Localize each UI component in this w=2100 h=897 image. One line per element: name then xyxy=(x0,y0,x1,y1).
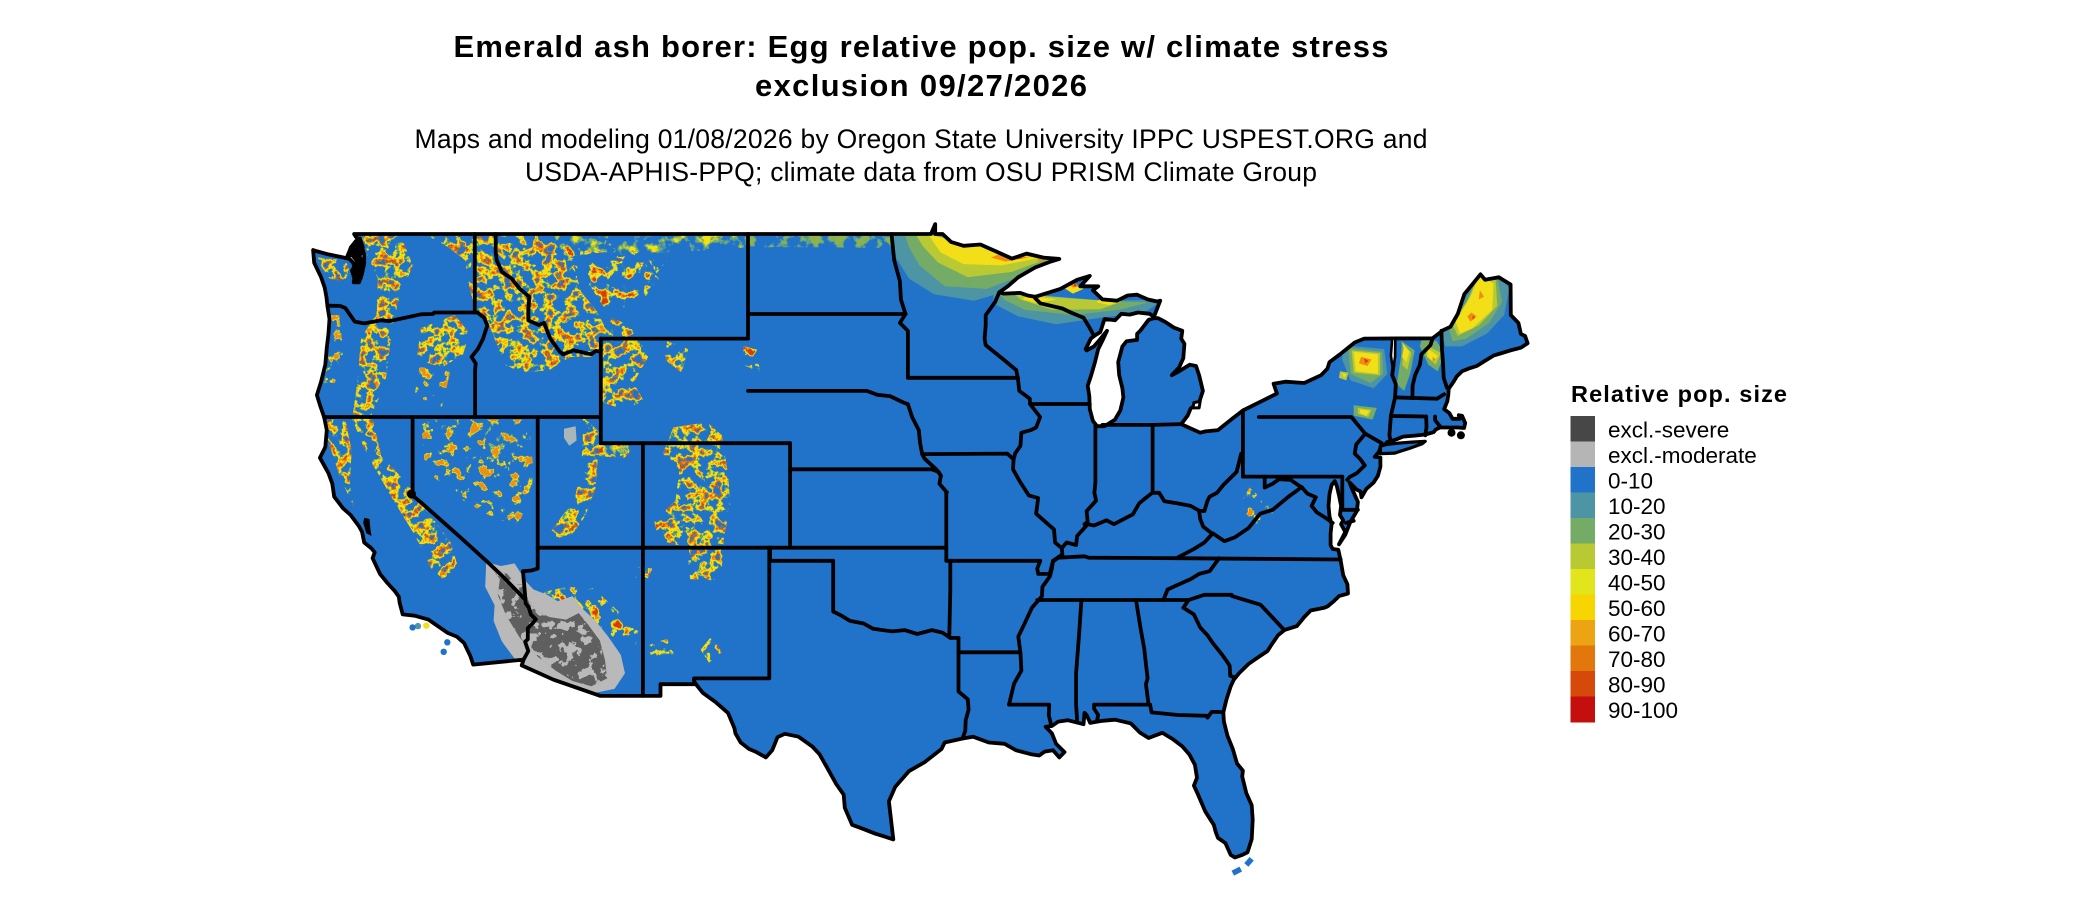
svg-text:Maps and modeling 01/08/2026 b: Maps and modeling 01/08/2026 by Oregon S… xyxy=(415,124,1428,154)
svg-text:Relative pop. size: Relative pop. size xyxy=(1571,381,1787,407)
svg-text:20-30: 20-30 xyxy=(1608,519,1666,544)
svg-text:80-90: 80-90 xyxy=(1608,672,1666,697)
svg-text:USDA-APHIS-PPQ; climate data f: USDA-APHIS-PPQ; climate data from OSU PR… xyxy=(525,157,1317,187)
svg-text:excl.-severe: excl.-severe xyxy=(1608,417,1729,442)
svg-text:90-100: 90-100 xyxy=(1608,698,1678,723)
svg-text:Emerald ash borer: Egg relativ: Emerald ash borer: Egg relative pop. siz… xyxy=(454,29,1389,64)
svg-text:40-50: 40-50 xyxy=(1608,570,1666,595)
svg-text:70-80: 70-80 xyxy=(1608,647,1666,672)
svg-text:50-60: 50-60 xyxy=(1608,596,1666,621)
svg-text:0-10: 0-10 xyxy=(1608,468,1653,493)
svg-text:10-20: 10-20 xyxy=(1608,494,1666,519)
svg-text:60-70: 60-70 xyxy=(1608,621,1666,646)
svg-text:excl.-moderate: excl.-moderate xyxy=(1608,443,1757,468)
svg-text:30-40: 30-40 xyxy=(1608,545,1666,570)
svg-text:exclusion 09/27/2026: exclusion 09/27/2026 xyxy=(755,68,1087,103)
